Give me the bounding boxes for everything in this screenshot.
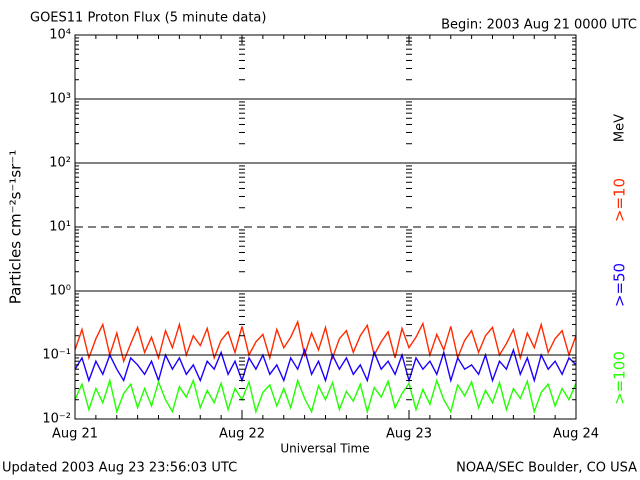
y-tick-label: 10⁴ [49, 28, 71, 43]
footer-right: NOAA/SEC Boulder, CO USA [456, 461, 637, 476]
units-label: MeV [613, 114, 628, 142]
x-tick-label: Aug 24 [553, 427, 599, 442]
chart-subtitle: Begin: 2003 Aug 21 0000 UTC [441, 18, 637, 33]
y-tick-label: 10³ [49, 92, 71, 107]
y-tick-label: 10¹ [49, 220, 71, 235]
footer-left: Updated 2003 Aug 23 23:56:03 UTC [2, 461, 237, 476]
y-tick-label: 10⁻² [42, 412, 71, 427]
x-tick-label: Aug 22 [219, 427, 265, 442]
chart-title: GOES11 Proton Flux (5 minute data) [30, 11, 266, 26]
y-tick-label: 10² [49, 156, 71, 171]
y-tick-label: 10⁻¹ [42, 348, 71, 363]
plot-frame [74, 34, 577, 420]
data-line [74, 319, 577, 364]
y-axis-label: Particles cm⁻²s⁻¹sr⁻¹ [7, 150, 25, 304]
x-tick-label: Aug 23 [386, 427, 432, 442]
legend-label: >=10 [611, 178, 629, 222]
legend-label: >=100 [611, 351, 629, 405]
x-tick-label: Aug 21 [52, 427, 98, 442]
y-tick-label: 10⁰ [49, 284, 71, 299]
x-axis-label: Universal Time [280, 442, 369, 456]
data-line [74, 377, 577, 415]
legend-label: >=50 [611, 263, 629, 307]
